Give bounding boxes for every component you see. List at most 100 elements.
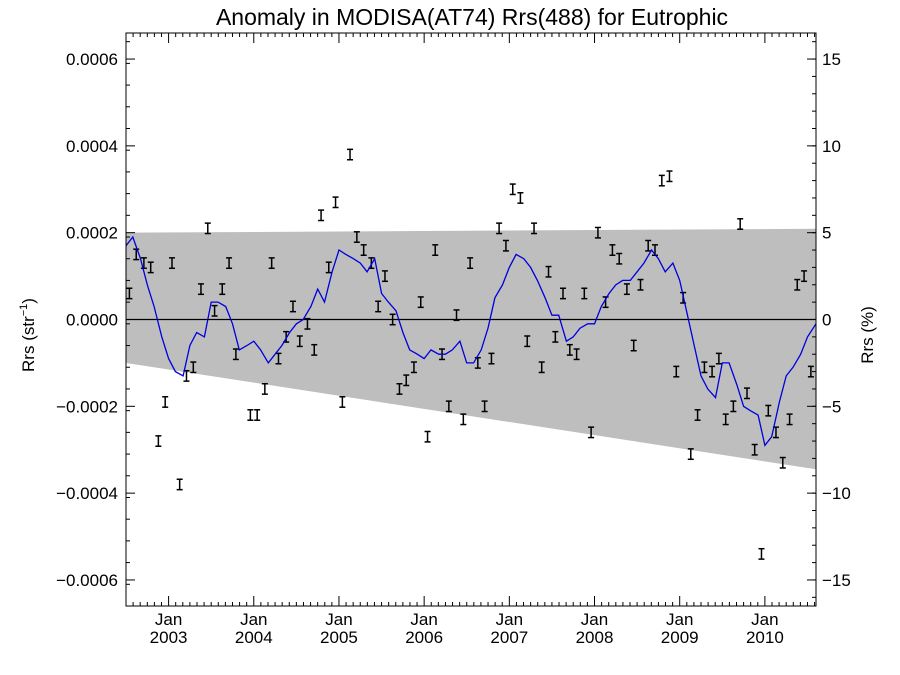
error-bar-point xyxy=(488,352,495,365)
error-bar-point xyxy=(417,296,424,309)
error-bar-point xyxy=(616,252,623,265)
error-bar-point xyxy=(694,409,701,421)
error-bar-point xyxy=(524,335,531,348)
error-bar-point xyxy=(701,361,708,374)
error-bar-point xyxy=(424,430,431,443)
x-tick-label-year: 2005 xyxy=(320,628,358,647)
error-bar-point xyxy=(226,257,233,270)
confidence-band xyxy=(126,228,816,470)
error-bar-point xyxy=(765,404,772,417)
error-bar-point xyxy=(623,283,630,296)
error-bar-point xyxy=(347,148,354,161)
error-bar-point xyxy=(737,218,744,230)
error-bar-point xyxy=(786,413,793,426)
error-bar-point xyxy=(709,365,716,378)
error-bar-point xyxy=(722,413,729,426)
chart-title: Anomaly in MODISA(AT74) Rrs(488) for Eut… xyxy=(216,4,728,30)
error-bar-point xyxy=(715,352,722,365)
error-bar-point xyxy=(232,348,239,361)
error-bar-point xyxy=(467,257,474,270)
y-axis-label-left: Rrs (str−1) xyxy=(18,298,38,372)
x-tick-label-year: 2008 xyxy=(576,628,614,647)
error-bar-point xyxy=(375,300,382,313)
x-tick-label-month: Jan xyxy=(496,610,523,629)
error-bar-point xyxy=(140,257,147,270)
x-tick-label-month: Jan xyxy=(325,610,352,629)
error-bar-point xyxy=(673,365,680,378)
error-bar-point xyxy=(247,409,254,421)
error-bar-point xyxy=(360,244,367,257)
error-bar-point xyxy=(566,343,573,356)
x-tick-label-month: Jan xyxy=(581,610,608,629)
y-tick-label-left: 0.0004 xyxy=(66,137,118,156)
error-bar-point xyxy=(169,257,175,270)
error-bar-point xyxy=(254,409,261,421)
y-tick-label-left: 0.0000 xyxy=(66,311,118,330)
error-bar-point xyxy=(474,356,481,369)
y-axis-label-left-tail: ) xyxy=(19,298,38,304)
error-bar-point xyxy=(758,547,765,560)
x-tick-label-year: 2003 xyxy=(150,628,188,647)
error-bar-point xyxy=(509,183,516,196)
error-bar-point xyxy=(204,222,211,235)
y-tick-label-right: −10 xyxy=(822,484,851,503)
error-bar-point xyxy=(339,396,346,408)
y-tick-label-right: −15 xyxy=(822,571,851,590)
error-bar-point xyxy=(311,343,318,356)
error-bar-point xyxy=(496,222,503,235)
error-bar-point xyxy=(460,413,467,426)
y-axis-label-right: Rrs (%) xyxy=(858,306,877,364)
error-bar-point xyxy=(190,361,197,374)
y-axis-label-left-superscript: −1 xyxy=(18,304,30,317)
error-bar-point xyxy=(545,265,552,278)
x-tick-label-month: Jan xyxy=(410,610,437,629)
smoothed-series-line xyxy=(125,235,817,447)
error-bar-point xyxy=(801,270,808,283)
error-bar-point xyxy=(730,400,737,413)
band-area xyxy=(126,228,816,470)
x-tick-label-year: 2004 xyxy=(235,628,273,647)
error-bar-point xyxy=(353,231,360,243)
error-bar-point xyxy=(289,300,296,313)
axes: 0.0006 0.0004 0.0002 0.0000 −0.0002 −0.0004 −0… xyxy=(56,32,851,647)
error-bar-point xyxy=(594,226,601,239)
error-bar-point xyxy=(197,283,204,296)
error-bar-point xyxy=(403,374,410,387)
error-bar-point xyxy=(581,287,588,300)
error-bar-point xyxy=(410,361,417,374)
y-tick-label-right: 0 xyxy=(822,311,831,330)
error-bar-point xyxy=(744,387,750,400)
error-bar-point xyxy=(637,278,644,291)
error-bar-point xyxy=(658,174,665,187)
x-tick-label-month: Jan xyxy=(666,610,693,629)
x-tick-label-month: Jan xyxy=(751,610,778,629)
error-bar-point xyxy=(445,400,452,413)
error-bar-point xyxy=(211,304,218,317)
y-tick-label-left: −0.0004 xyxy=(56,484,118,503)
y-tick-label-left: 0.0006 xyxy=(66,50,118,69)
error-bar-point xyxy=(261,382,268,395)
error-bar-point xyxy=(332,196,339,209)
error-bar-point xyxy=(381,270,388,283)
error-bar-point xyxy=(779,456,786,469)
data-points xyxy=(126,148,814,560)
error-bar-point xyxy=(481,400,488,413)
error-bar-point xyxy=(176,478,183,491)
x-tick-label-year: 2009 xyxy=(661,628,699,647)
x-tick-label-month: Jan xyxy=(155,610,182,629)
error-bar-point xyxy=(807,365,814,378)
error-bar-point xyxy=(432,244,439,257)
x-tick-label-year: 2007 xyxy=(490,628,528,647)
error-bar-point xyxy=(502,239,509,252)
error-bar-point xyxy=(268,257,275,270)
error-bar-point xyxy=(396,382,403,395)
error-bar-point xyxy=(751,443,758,456)
error-bar-point xyxy=(304,317,311,330)
error-bar-point xyxy=(666,170,673,183)
error-bar-point xyxy=(573,348,580,361)
error-bar-point xyxy=(531,222,538,235)
error-bar-point xyxy=(296,335,303,348)
error-bar-point xyxy=(453,309,460,322)
error-bar-point xyxy=(538,361,545,374)
error-bar-point xyxy=(147,261,154,274)
